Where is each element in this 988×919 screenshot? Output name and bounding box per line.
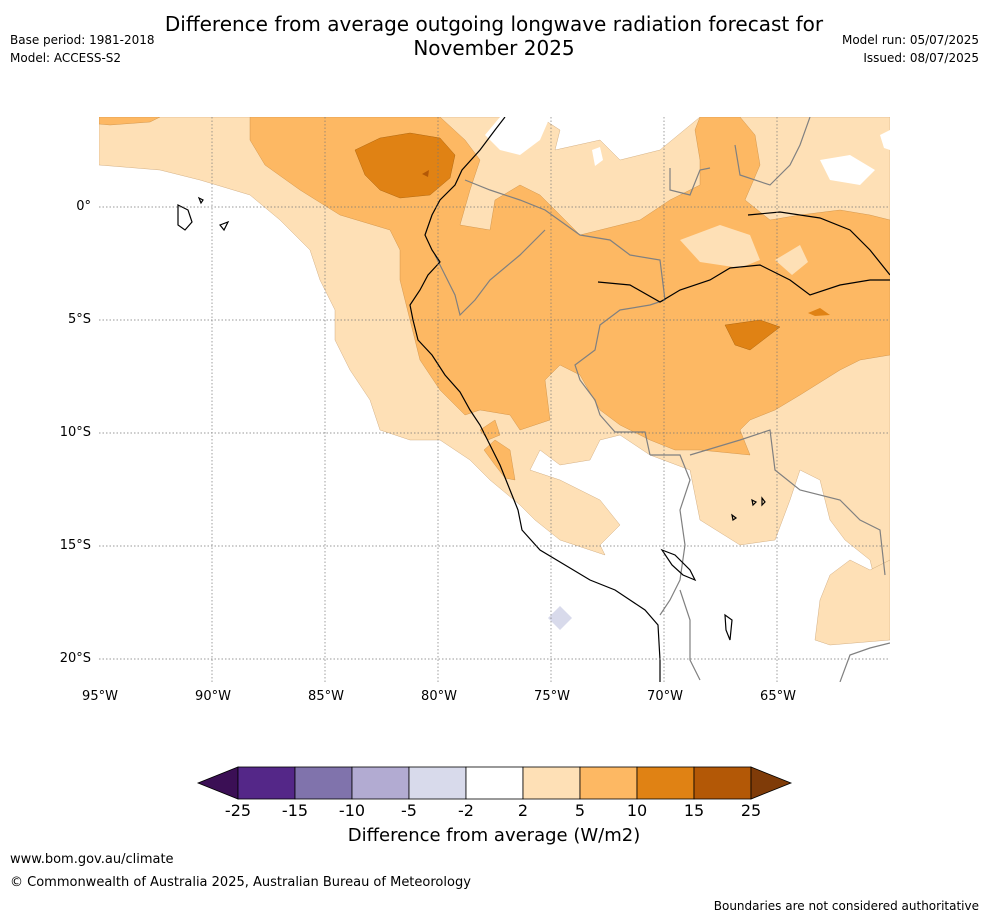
- colorbar-extend-max: [750, 766, 793, 800]
- lake-titicaca: [660, 548, 697, 582]
- footer-url: www.bom.gov.au/climate: [10, 852, 174, 867]
- lon-label-95w: 95°W: [82, 689, 118, 704]
- colorbar-swatch-2: [294, 766, 353, 800]
- footer-note: Boundaries are not considered authoritat…: [713, 899, 979, 913]
- lat-label-20s: 20°S: [59, 651, 91, 666]
- anomaly-5-to-10-patch-coast: [483, 439, 516, 481]
- small-lakes: [724, 496, 766, 641]
- colorbar-tick-label: 15: [683, 801, 705, 820]
- neutral-hole-1: [820, 155, 875, 185]
- border-peru-brazil: [574, 299, 666, 456]
- border-ecuador-peru: [434, 229, 546, 317]
- anomaly-5-to-10-patch-nw: [99, 117, 161, 126]
- neutral-hole-3: [880, 130, 890, 150]
- base-period: Base period: 1981-2018: [10, 33, 155, 47]
- lon-label-70w: 70°W: [647, 689, 683, 704]
- colorbar-swatch-9: [693, 766, 752, 800]
- anomaly-2-to-5-region-south: [814, 559, 890, 646]
- colorbar-tick-label: 25: [740, 801, 762, 820]
- colorbar: [196, 766, 793, 800]
- model-run: Model run: 05/07/2025: [841, 33, 979, 47]
- colorbar-swatch-8: [636, 766, 695, 800]
- country-borders: [434, 117, 890, 682]
- border-colombia-ecuador-peru: [464, 179, 666, 301]
- anomaly-15-to-25-patch: [422, 170, 429, 177]
- anomaly-10-to-15-region-north: [354, 132, 456, 199]
- issued-date: Issued: 08/07/2025: [863, 51, 979, 65]
- lat-label-5s: 5°S: [67, 312, 91, 327]
- graticule: [99, 117, 890, 682]
- anomaly-minus5-to-minus2-patch: [548, 606, 572, 630]
- colorbar-swatch-7: [579, 766, 638, 800]
- colorbar-tick-label: -15: [281, 801, 309, 820]
- colorbar-swatch-1: [237, 766, 296, 800]
- neutral-hole-2: [592, 147, 603, 166]
- colorbar-swatch-5: [465, 766, 524, 800]
- map-title: Difference from average outgoing longwav…: [0, 12, 988, 60]
- colorbar-tick-label: -25: [224, 801, 252, 820]
- border-colombia-venezuela-brazil: [669, 167, 711, 196]
- meta-right: Model run: 05/07/2025 Issued: 08/07/2025: [842, 31, 979, 67]
- anomaly-2-to-5-inner-2: [775, 245, 808, 275]
- lon-label-75w: 75°W: [534, 689, 570, 704]
- lat-label-15s: 15°S: [59, 538, 91, 553]
- lon-label-90w: 90°W: [195, 689, 231, 704]
- neutral-hole-4: [485, 117, 550, 155]
- meta-left: Base period: 1981-2018 Model: ACCESS-S2: [10, 31, 155, 67]
- colorbar-title: Difference from average (W/m2): [347, 825, 641, 846]
- pacific-coastline: [409, 117, 661, 682]
- lon-label-80w: 80°W: [421, 689, 457, 704]
- border-brazil-bolivia: [689, 429, 886, 576]
- galapagos-islands: [177, 196, 230, 232]
- colorbar-tick-label: -5: [401, 801, 417, 820]
- colorbar-tick-label: 10: [626, 801, 648, 820]
- colorbar-tick-label: 2: [517, 801, 529, 820]
- colorbar-tick-label: 5: [574, 801, 586, 820]
- colorbar-swatch-3: [351, 766, 410, 800]
- model-name: Model: ACCESS-S2: [10, 51, 122, 65]
- lon-label-85w: 85°W: [308, 689, 344, 704]
- colorbar-tick-label: -2: [458, 801, 474, 820]
- footer-copyright: © Commonwealth of Australia 2025, Austra…: [10, 875, 471, 890]
- colorbar-swatch-4: [408, 766, 467, 800]
- northern-coast-river: [747, 211, 890, 276]
- lat-label-0: 0°: [76, 199, 91, 214]
- colorbar-swatch-6: [522, 766, 581, 800]
- anomaly-10-to-15-patch: [808, 308, 830, 316]
- border-chile-bolivia-argentina: [679, 589, 701, 681]
- map-title-line-2: November 2025: [413, 36, 575, 60]
- coastlines: [177, 117, 890, 682]
- map-title-line-1: Difference from average outgoing longwav…: [164, 12, 824, 36]
- border-peru-bolivia: [650, 454, 691, 616]
- colorbar-tick-label: -10: [338, 801, 366, 820]
- anomaly-10-to-15-region-east: [724, 319, 781, 351]
- lon-label-65w: 65°W: [760, 689, 796, 704]
- anomaly-2-to-5-inner-1: [680, 225, 760, 268]
- colorbar-extend-min: [196, 766, 239, 800]
- amazon-river: [597, 264, 890, 303]
- border-venezuela-guyana: [734, 117, 811, 186]
- border-paraguay: [839, 642, 890, 682]
- lat-label-10s: 10°S: [59, 425, 91, 440]
- anomaly-5-to-10-region: [249, 117, 890, 456]
